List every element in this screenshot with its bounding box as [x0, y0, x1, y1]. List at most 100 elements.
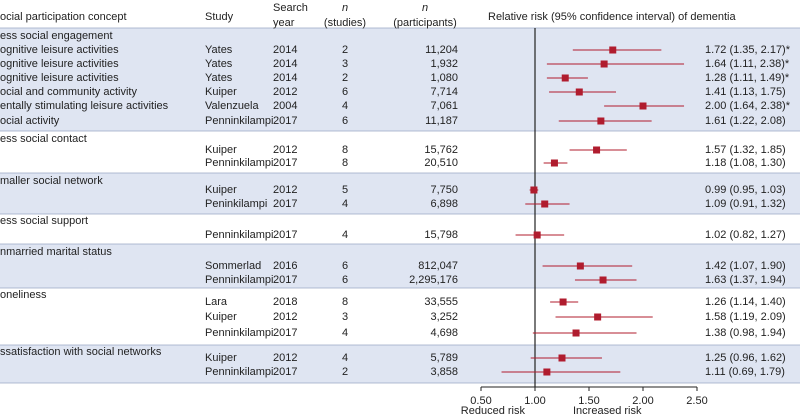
study: Penninkilampi: [205, 157, 273, 169]
point-estimate: [561, 74, 569, 82]
value-label: 1.72 (1.35, 2.17)*: [705, 44, 791, 56]
participants: 7,061: [430, 100, 458, 112]
value-label: 1.18 (1.08, 1.30): [705, 157, 786, 169]
x-annotation: Reduced risk: [461, 405, 526, 417]
point-estimate: [541, 200, 549, 208]
point-estimate: [550, 159, 558, 167]
year: 2017: [273, 198, 297, 210]
study: Yates: [205, 58, 233, 70]
participants: 4,698: [430, 327, 458, 339]
n-studies: 4: [342, 352, 348, 364]
study: Penninkilampi: [205, 366, 273, 378]
n-studies: 3: [342, 311, 348, 323]
n-studies: 8: [342, 157, 348, 169]
point-estimate: [600, 60, 608, 68]
header-studies: (studies): [324, 17, 366, 29]
n-studies: 5: [342, 184, 348, 196]
year: 2017: [273, 157, 297, 169]
participants: 33,555: [424, 296, 458, 308]
n-studies: 4: [342, 198, 348, 210]
group-band: [0, 345, 800, 383]
point-estimate: [576, 262, 584, 270]
point-estimate: [593, 146, 601, 154]
study: Kuiper: [205, 86, 237, 98]
n-studies: 6: [342, 260, 348, 272]
participants: 3,858: [430, 366, 458, 378]
header-year: Search: [273, 2, 308, 14]
year: 2012: [273, 311, 297, 323]
participants: 15,762: [424, 144, 458, 156]
value-label: 1.41 (1.13, 1.75): [705, 86, 786, 98]
point-estimate: [597, 117, 605, 125]
study: Kuiper: [205, 144, 237, 156]
point-estimate: [533, 231, 541, 239]
year: 2012: [273, 352, 297, 364]
point-estimate: [599, 276, 607, 284]
point-estimate: [559, 298, 567, 306]
x-tick-label: 2.00: [632, 395, 653, 407]
point-estimate: [639, 102, 647, 110]
year: 2012: [273, 144, 297, 156]
year: 2017: [273, 274, 297, 286]
study: Kuiper: [205, 352, 237, 364]
study: Sommerlad: [205, 260, 261, 272]
value-label: 1.64 (1.11, 2.38)*: [705, 58, 790, 70]
participants: 5,789: [430, 352, 458, 364]
participants: 6,898: [430, 198, 458, 210]
group-band: [0, 28, 800, 131]
value-label: 0.99 (0.95, 1.03): [705, 184, 786, 196]
point-estimate: [543, 368, 551, 376]
n-studies: 2: [342, 366, 348, 378]
study: Lara: [205, 296, 228, 308]
group-title: ess social engagement: [0, 30, 113, 42]
participants: 7,714: [430, 86, 458, 98]
n-studies: 8: [342, 296, 348, 308]
point-estimate: [530, 186, 538, 194]
year: 2014: [273, 58, 297, 70]
n-studies: 6: [342, 274, 348, 286]
row-label: ognitive leisure activities: [0, 58, 119, 70]
group-band: [0, 173, 800, 214]
n-studies: 4: [342, 327, 348, 339]
year: 2016: [273, 260, 297, 272]
group-title: oneliness: [0, 289, 47, 301]
group-band: [0, 131, 800, 173]
participants: 1,080: [430, 72, 458, 84]
x-tick-label: 1.00: [524, 395, 545, 407]
n-studies: 8: [342, 144, 348, 156]
group-title: ess social support: [0, 215, 88, 227]
group-title: ess social contact: [0, 133, 87, 145]
year: 2014: [273, 72, 297, 84]
value-label: 1.42 (1.07, 1.90): [705, 260, 786, 272]
value-label: 1.63 (1.37, 1.94): [705, 274, 786, 286]
group-title: nmarried marital status: [0, 246, 112, 258]
row-label: ognitive leisure activities: [0, 44, 119, 56]
group-title: maller social network: [0, 175, 103, 187]
year: 2017: [273, 366, 297, 378]
participants: 7,750: [430, 184, 458, 196]
value-label: 1.61 (1.22, 2.08): [705, 115, 786, 127]
value-label: 1.38 (0.98, 1.94): [705, 327, 786, 339]
point-estimate: [594, 313, 602, 321]
n-studies: 4: [342, 229, 348, 241]
header-studies: n: [342, 2, 348, 14]
value-label: 1.57 (1.32, 1.85): [705, 144, 786, 156]
group-band: [0, 288, 800, 345]
value-label: 1.09 (0.91, 1.32): [705, 198, 786, 210]
study: Penninkilampi: [205, 115, 273, 127]
participants: 20,510: [424, 157, 458, 169]
point-estimate: [558, 354, 566, 362]
participants: 11,187: [425, 115, 458, 127]
header-year: year: [273, 17, 295, 29]
study: Yates: [205, 72, 233, 84]
participants: 11,204: [425, 44, 458, 56]
header-participants: (participants): [393, 17, 457, 29]
year: 2004: [273, 100, 297, 112]
value-label: 1.28 (1.11, 1.49)*: [705, 72, 790, 84]
study: Yates: [205, 44, 233, 56]
x-tick-label: 1.50: [578, 395, 599, 407]
group-band: [0, 244, 800, 288]
x-tick-label: 2.50: [686, 395, 707, 407]
participants: 2,295,176: [409, 274, 458, 286]
